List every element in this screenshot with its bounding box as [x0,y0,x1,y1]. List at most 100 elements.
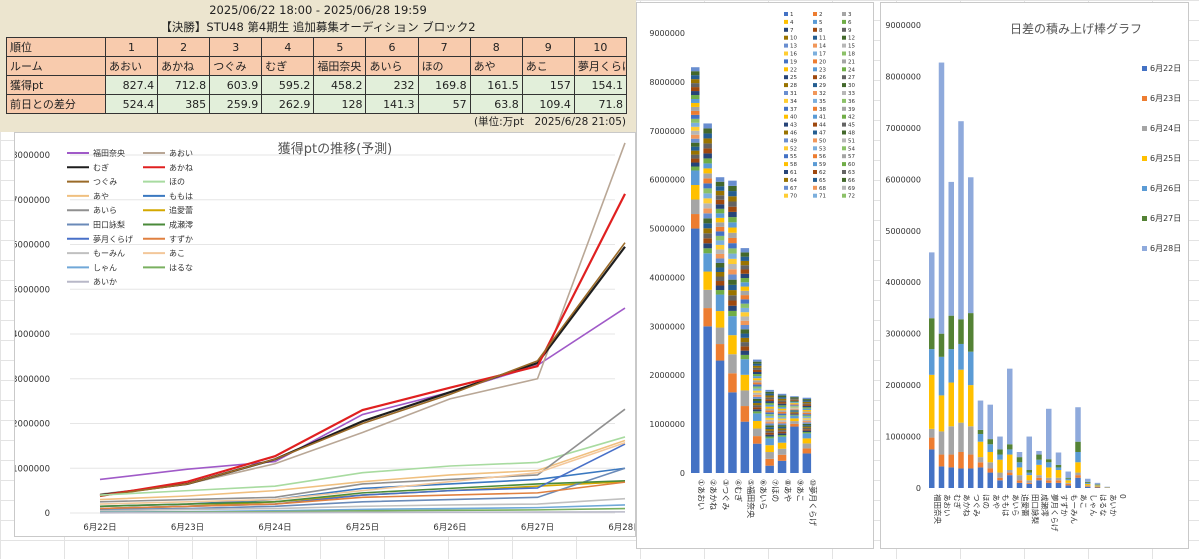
bar-segment [802,414,812,416]
legend-entry: つぐみ [93,178,117,187]
legend-swatch [842,193,846,198]
rank-cell[interactable]: 8 [469,37,523,57]
rank-cell[interactable]: 4 [261,37,315,57]
legend-swatch [784,12,788,16]
room-cell[interactable]: つぐみ [209,56,263,76]
bar-segment [1046,477,1052,481]
bar-segment [777,395,787,398]
bar-segment [997,436,1003,450]
legend-swatch [784,177,788,182]
room-cell[interactable]: あこ [521,56,575,76]
diff-cell[interactable]: 262.9 [261,94,315,114]
room-cell[interactable]: あや [469,56,523,76]
bar-segment [765,393,774,396]
x-tick-label: 6月27日 [521,523,554,533]
legend-entry: 59 [819,162,826,168]
bar-segment [1046,467,1052,478]
bar-segment [790,410,799,412]
bar-segment [740,299,750,304]
diff-cell[interactable]: 128 [313,94,367,114]
legend-swatch [813,12,817,16]
diff-cell[interactable]: 57 [417,94,471,114]
bar-segment [1075,451,1081,463]
points-cell[interactable]: 154.1 [573,75,628,95]
bar-segment [948,454,954,468]
diff-cell[interactable]: 524.4 [104,94,159,114]
room-cell[interactable]: 福田奈央 [313,56,367,76]
diff-cell[interactable]: 259.9 [209,94,263,114]
room-cell[interactable]: むぎ [261,56,315,76]
bar-segment [790,414,799,416]
diff-cell[interactable]: 109.4 [521,94,575,114]
y-tick-label: 1000000 [885,433,921,442]
points-cell[interactable]: 595.2 [261,75,315,95]
diff-cell[interactable]: 385 [157,94,211,114]
points-cell[interactable]: 458.2 [313,75,367,95]
series-line [99,436,626,496]
points-cell[interactable]: 712.8 [157,75,211,95]
legend-swatch [842,106,846,111]
bar-segment [948,467,954,488]
bar-segment [777,425,787,427]
diff-cell[interactable]: 71.8 [573,94,628,114]
rank-cell[interactable]: 10 [573,37,628,57]
rank-cell[interactable]: 7 [417,37,471,57]
bar-segment [715,208,725,214]
room-cell[interactable]: あかね [157,56,211,76]
rank-cell[interactable]: 2 [157,37,211,57]
bar-segment [740,290,750,296]
bar-segment [740,312,750,317]
bar-segment [1075,472,1081,476]
x-tick-label: あや [991,494,1000,509]
room-cell[interactable]: あいら [365,56,419,76]
points-cell[interactable]: 169.8 [417,75,471,95]
y-tick-label: 8000000 [885,72,921,81]
rank-cell[interactable]: 5 [313,37,367,57]
points-cell[interactable]: 232 [365,75,419,95]
room-label: ルーム [6,56,106,76]
bar-segment [753,436,762,444]
room-cell[interactable]: ほの [417,56,471,76]
daily-stack-panel[interactable]: 0 1000000 2000000 3000000 4000000 5000000 6000… [880,2,1189,549]
series-line [99,497,626,512]
bar-segment [777,397,787,399]
bar-segment [929,318,935,350]
rank-cell[interactable]: 1 [104,37,159,57]
bar-segment [753,371,762,375]
points-cell[interactable]: 827.4 [104,75,159,95]
chart-title: 日差の積み上げ棒グラフ [1010,21,1142,36]
stacked-bar-panel[interactable]: 0 1000000 2000000 3000000 4000000 5000000 6000… [636,2,874,549]
points-cell[interactable]: 157 [521,75,575,95]
legend-swatch [813,51,817,56]
x-tick-label: 6月22日 [83,523,116,533]
bar-segment [753,374,762,377]
bar-segment [777,416,787,419]
bar-segment [765,416,774,418]
rank-cell[interactable]: 9 [521,37,575,57]
legend-entry: 38 [819,107,826,113]
bar-segment [703,173,712,179]
y-tick-label: 7000000 [885,124,921,133]
rank-cell[interactable]: 6 [365,37,419,57]
diff-cell[interactable]: 63.8 [469,94,523,114]
bar-segment [740,329,750,334]
room-row: ルーム あおい あかね つぐみ むぎ 福田奈央 あいら ほの あや あこ 夢月く… [6,56,628,76]
bar-segment [802,416,812,419]
bar-segment [765,436,774,439]
line-chart-panel[interactable]: 0 1000000 2000000 3000000 4000000 5000000 6000… [12,132,642,537]
points-cell[interactable]: 603.9 [209,75,263,95]
bar-segment [777,403,787,406]
bar-segment [958,319,964,344]
series-line [99,193,626,498]
points-cell[interactable]: 161.5 [469,75,523,95]
rank-cell[interactable]: 3 [209,37,263,57]
bar-segment [753,382,762,385]
diff-cell[interactable]: 141.3 [365,94,419,114]
bar-segment [703,208,712,214]
bar-segment [1055,477,1062,481]
room-cell[interactable]: あおい [104,56,159,76]
bar-segment [802,433,812,439]
legend-swatch [813,138,817,143]
room-cell[interactable]: 夢月くらげ [573,56,628,76]
bar-segment [1065,482,1071,484]
